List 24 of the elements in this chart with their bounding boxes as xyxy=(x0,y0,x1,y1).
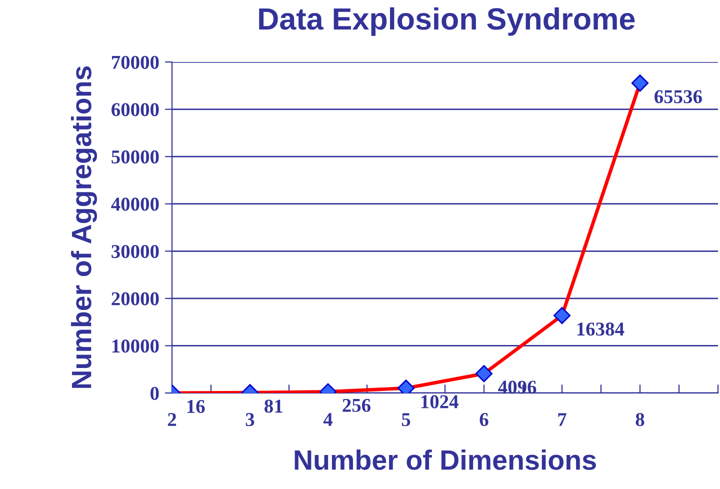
x-axis-title: Number of Dimensions xyxy=(294,450,596,470)
x-tick-label: 8 xyxy=(636,413,644,426)
x-tick-label: 6 xyxy=(480,413,488,426)
y-tick-label: 20000 xyxy=(112,292,159,306)
y-tick-label: 50000 xyxy=(112,150,159,164)
data-label: 1024 xyxy=(421,395,458,408)
y-tick-label: 0 xyxy=(150,386,159,400)
data-label: 81 xyxy=(264,400,282,413)
data-label: 256 xyxy=(342,398,370,412)
x-tick-label: 3 xyxy=(246,413,254,426)
data-label: 16384 xyxy=(577,322,624,336)
y-tick-label: 60000 xyxy=(112,103,159,116)
x-tick-label: 5 xyxy=(402,413,410,426)
x-tick-label: 4 xyxy=(323,413,332,426)
y-axis-title: Number of Aggregations xyxy=(70,66,97,388)
data-label: 65536 xyxy=(654,90,702,104)
y-tick-label: 30000 xyxy=(112,244,159,258)
x-tick-label: 2 xyxy=(168,413,176,426)
chart-title: Data Explosion Syndrome xyxy=(259,7,635,36)
y-tick-label: 70000 xyxy=(112,56,159,69)
x-tick-label: 7 xyxy=(558,413,566,426)
y-tick-label: 40000 xyxy=(111,198,159,211)
y-tick-label: 10000 xyxy=(112,340,159,353)
data-label: 16 xyxy=(187,400,205,414)
